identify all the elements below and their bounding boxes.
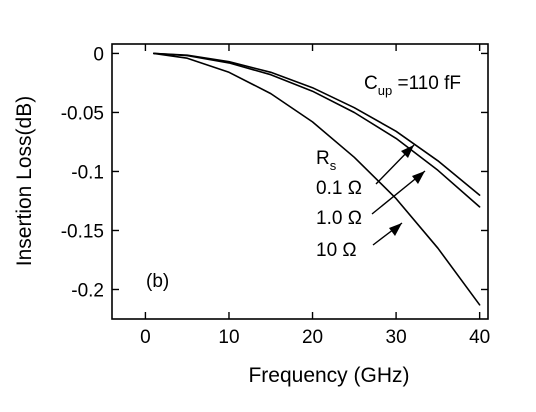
x-axis-title: Frequency (GHz) (248, 364, 409, 387)
x-tick-label: 0 (140, 327, 151, 348)
rs-sub: s (330, 158, 337, 173)
cup-rest: =110 fF (392, 73, 461, 94)
cup-annotation: Cup =110 fF (364, 73, 461, 98)
y-tick-label: -0.05 (61, 103, 104, 124)
y-axis-title: Insertion Loss(dB) (13, 96, 36, 266)
axis-ticks (112, 44, 488, 319)
x-tick-label: 40 (469, 327, 490, 348)
series-line-1 (153, 52, 481, 208)
annotation-arrows (371, 144, 426, 246)
series-line-2 (153, 52, 481, 306)
tick-labels: 0 10 20 30 40 0 -0.05 -0.1 -0.15 -0.2 (61, 44, 491, 348)
rs-item-2: 10 Ω (316, 240, 357, 261)
rs-item-1: 1.0 Ω (316, 208, 362, 229)
x-tick-label: 30 (386, 327, 407, 348)
x-tick-label: 10 (218, 327, 239, 348)
cup-sub: up (378, 83, 392, 98)
y-tick-label: -0.2 (71, 280, 104, 301)
y-tick-label: -0.1 (71, 162, 104, 183)
cup-main: C (364, 73, 378, 94)
panel-label: (b) (146, 271, 169, 292)
x-tick-label: 20 (302, 327, 323, 348)
arrow-head-1 (412, 171, 425, 184)
y-tick-label: -0.15 (61, 221, 104, 242)
rs-annotation: Rs (316, 148, 337, 173)
arrow-head-0 (401, 145, 414, 158)
plot-frame (111, 43, 489, 320)
series-lines (153, 52, 481, 306)
rs-item-0: 0.1 Ω (316, 178, 362, 199)
arrow-head-2 (389, 223, 402, 236)
y-tick-label: 0 (93, 44, 104, 65)
rs-main: R (316, 148, 330, 169)
